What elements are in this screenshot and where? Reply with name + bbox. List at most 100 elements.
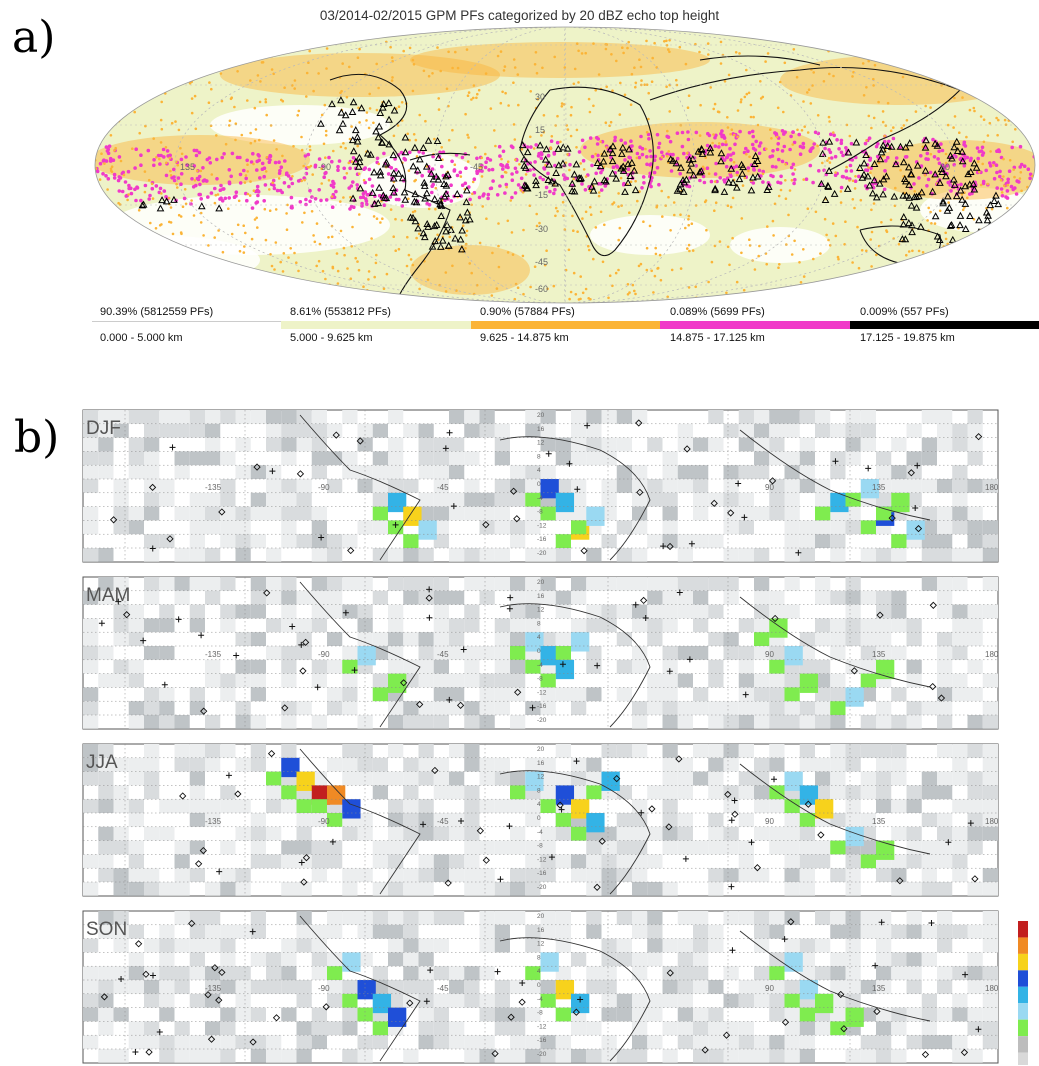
frequency-cell [525,492,541,507]
frequency-cell [860,479,880,499]
frequency-cell [769,966,785,980]
panel-lat-label: 8 [537,620,541,627]
frequency-cell [555,492,575,513]
frequency-cell [845,1007,864,1027]
panel-lon-label: -135 [205,984,222,993]
coastline [299,748,421,895]
moderate-echo-region [410,42,710,78]
coastline [409,152,471,161]
panel-lat-label: -8 [537,509,543,516]
frequency-cell [845,687,864,707]
season-panel-jja: JJA -135 -90 -45 90 135 180 20 16 12 8 4 0 -4 -8 -12 -16… [82,743,999,897]
panel-lat-label: 12 [537,440,545,447]
legend-swatch [281,321,471,329]
panel-lon-label: 135 [872,650,886,659]
colorbar-segment [1018,986,1028,1004]
panel-lon-label: -135 [205,817,222,826]
panel-lon-label: 90 [765,483,774,492]
panel-lat-label: 16 [537,760,545,767]
frequency-cell [540,952,559,972]
colorbar-segment [1018,921,1028,938]
panel-lat-label: -4 [537,662,543,669]
low-activity-region [360,152,480,208]
graticule [95,27,1035,303]
coastline [519,86,654,257]
frequency-cell [799,785,819,805]
panel-lat-label: 20 [537,579,545,586]
panel-lon-label: 180 [985,483,999,492]
grid-cells [83,911,998,1063]
frequency-colorbar [1018,921,1028,1065]
panel-lon-label: 90 [765,817,774,826]
panel-lon-label: 135 [872,984,886,993]
frequency-cell [754,632,770,646]
frequency-cell [815,506,831,521]
coastline [739,596,931,688]
black-triangle-markers [138,96,1003,253]
panel-a-letter: a) [12,12,56,63]
panel-lat-label: 8 [537,787,541,794]
panel-lat-label: 0 [537,481,541,488]
frequency-cell [296,771,315,791]
pf-legend: 90.39% (5812559 PFs) 0.000 - 5.000 km 8.61… [92,306,1039,350]
frequency-cell [586,506,605,526]
frequency-cell [830,1021,846,1036]
frequency-cell [555,1007,571,1022]
frequency-cell [769,659,785,674]
panel-lat-label: -8 [537,1010,543,1017]
frequency-cell [845,492,861,507]
panel-lat-label: -20 [537,717,547,724]
frequency-cell [327,785,346,805]
frequency-cell [891,492,910,513]
colorbar-segment [1018,1019,1028,1037]
colorbar-segment [1018,1036,1028,1053]
colorbar-segment [1018,953,1028,971]
coastline [739,763,931,855]
frequency-cell [372,1021,388,1036]
frequency-cell [342,659,358,674]
frequency-cell [799,813,815,827]
panel-lat-label: -16 [537,1037,547,1044]
panel-lat-label: 0 [537,648,541,655]
frequency-cell [296,799,312,813]
panel-lat-label: -16 [537,536,547,543]
panel-lat-label: 8 [537,453,541,460]
low-activity-region [590,215,710,255]
panel-lat-label: 12 [537,607,545,614]
seasonal-grid-maps: DJF -135 -90 -45 90 135 180 20 16 12 8 4 0 -4 -8 -12 -16… [82,409,1028,1065]
frequency-cell [372,993,392,1014]
frequency-cell [525,659,541,674]
frequency-cell [540,993,556,1008]
frequency-cell [571,520,587,535]
frequency-cell [860,520,876,535]
panel-lat-label: -12 [537,522,547,529]
map-lon-label: -45 [470,162,483,172]
panel-lon-label: 135 [872,817,886,826]
panel-lat-label: 4 [537,801,541,808]
grid-cells [83,410,998,562]
legend-range: 5.000 - 9.625 km [290,332,373,344]
panel-lat-label: 4 [537,968,541,975]
frequency-cell [388,492,407,513]
low-activity-region [95,235,260,285]
panel-lat-label: 0 [537,982,541,989]
frequency-cell [830,492,849,513]
frequency-cell [769,618,788,638]
legend-range: 9.625 - 14.875 km [480,332,569,344]
frequency-cell [540,506,556,521]
panel-lat-label: -16 [537,703,547,710]
frequency-cell [281,785,297,800]
season-panel-son: SON -135 -90 -45 90 135 180 20 16 12 8 4 0 -4 -8 -12 -16… [82,910,999,1064]
panel-lon-label: 180 [985,984,999,993]
coastline [739,930,931,1022]
legend-color-bar [92,321,1039,329]
colorbar-segment [1018,1003,1028,1020]
panel-gridlines [83,744,998,896]
panel-lon-label: -135 [205,483,222,492]
panel-lat-label: 20 [537,746,545,753]
frequency-cell [784,993,800,1008]
frequency-cell [327,813,343,827]
storm-markers [98,586,946,715]
frequency-cell [815,993,834,1014]
panel-lat-label: -4 [537,495,543,502]
